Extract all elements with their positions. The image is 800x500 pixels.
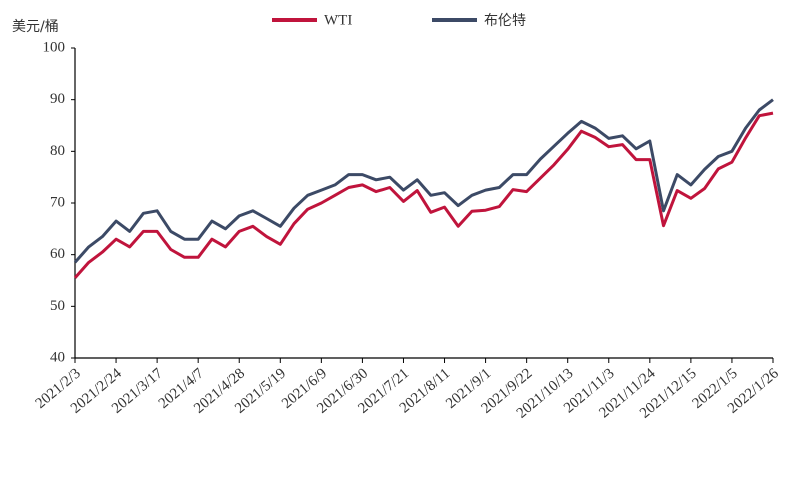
y-tick-label: 70 <box>50 194 65 210</box>
line <box>73 111 774 279</box>
y-tick-label: 100 <box>43 39 66 55</box>
y-tick-label: 60 <box>50 246 65 262</box>
legend-label: WTI <box>324 12 352 28</box>
y-tick-label: 90 <box>50 91 65 107</box>
y-tick-label: 40 <box>50 349 65 365</box>
line <box>73 98 774 264</box>
y-axis-label: 美元/桶 <box>12 19 59 35</box>
legend-label: 布伦特 <box>484 13 526 29</box>
y-tick-label: 50 <box>50 298 65 314</box>
y-tick-label: 80 <box>50 143 65 159</box>
